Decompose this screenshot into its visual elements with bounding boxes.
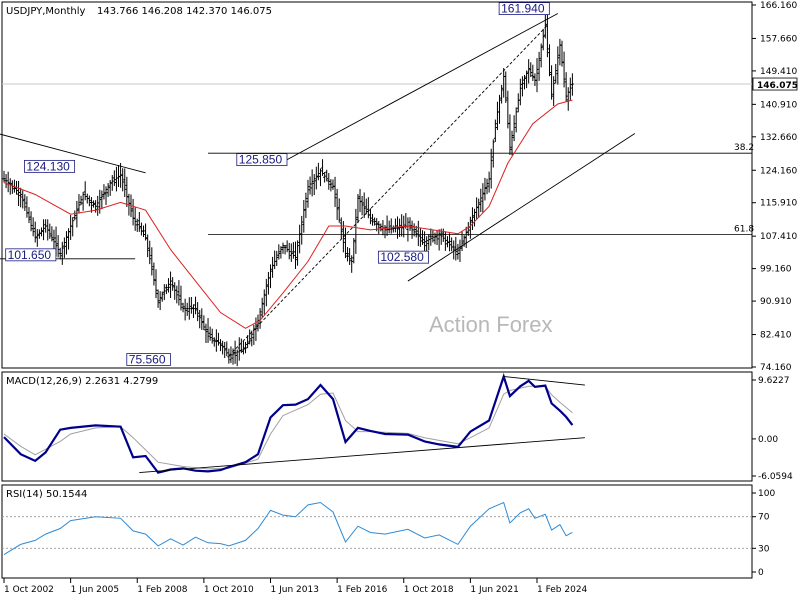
price-axis: 166.160 157.660 149.410 140.910 132.660 124.1…: [752, 1, 797, 373]
fib-level-label: 38.2: [734, 143, 754, 153]
level-label: 101.650: [8, 248, 52, 262]
rsi-tick-label: 0: [758, 568, 764, 578]
price-tick-label: 90.910: [760, 297, 792, 307]
level-label: 161.940: [501, 2, 545, 16]
trend-line: [0, 133, 146, 174]
time-tick-label: 1 Jun 2021: [470, 585, 518, 595]
rsi-tick-label: 70: [758, 513, 770, 523]
current-price-label: 146.075: [757, 81, 798, 91]
price-tick-label: 140.910: [760, 100, 797, 110]
macd-panel-frame: [1, 371, 753, 482]
rsi-tick-label: 30: [758, 544, 770, 554]
rsi-panel-frame: [1, 484, 753, 579]
rsi-line: [3, 501, 573, 556]
trend-line: [407, 133, 636, 282]
trend-line: [228, 24, 548, 357]
price-tick-label: 74.160: [760, 363, 792, 373]
price-plot-area: 146.075 38.2 61.8 161.940 124.130 125.850 101.…: [0, 2, 798, 367]
macd-signal-line: [3, 385, 573, 470]
price-tick-label: 99.160: [760, 265, 792, 275]
macd-trend-line: [503, 376, 585, 386]
level-label: 125.850: [239, 153, 283, 167]
time-tick-label: 1 Oct 2010: [204, 585, 254, 595]
time-tick-label: 1 Jun 2005: [71, 585, 119, 595]
ohlc-values: 143.766 146.208 142.370 146.075: [97, 6, 272, 17]
price-tick-label: 107.410: [760, 232, 797, 242]
time-tick-label: 1 Oct 2002: [4, 585, 54, 595]
level-box: [5, 248, 57, 262]
price-tick-label: 166.160: [760, 1, 797, 11]
price-tick-label: 149.410: [760, 67, 797, 77]
price-tick-label: 82.410: [760, 331, 792, 341]
fib-level-label: 61.8: [734, 225, 754, 235]
macd-title: MACD(12,26,9) 2.2631 4.2799: [6, 376, 158, 387]
rsi-title: RSI(14) 50.1544: [6, 489, 87, 500]
level-label: 102.580: [380, 250, 424, 264]
macd-tick-label: -6.0594: [758, 472, 793, 482]
current-price-tag: [752, 77, 798, 91]
trend-line: [282, 13, 559, 163]
watermark-text: Action Forex: [429, 312, 553, 337]
macd-tick-label: 9.6227: [758, 376, 790, 386]
time-tick-label: 1 Feb 2024: [537, 585, 588, 595]
level-box: [236, 153, 288, 167]
level-box: [126, 353, 171, 366]
level-label: 75.560: [129, 352, 166, 366]
price-chart-title: USDJPY,Monthly: [6, 6, 86, 17]
main-panel-frame: [1, 1, 753, 369]
moving-average-line: [3, 99, 573, 329]
level-box: [24, 159, 76, 173]
level-box: [498, 2, 550, 16]
time-tick-label: 1 Oct 2018: [404, 585, 454, 595]
candles: [2, 13, 574, 367]
time-tick-label: 1 Jun 2013: [271, 585, 319, 595]
rsi-plot-area: 100 70 30 0: [2, 489, 775, 578]
macd-tick-label: 0.00: [758, 435, 778, 445]
macd-plot-area: 9.6227 0.00 -6.0594: [3, 372, 793, 482]
time-tick-label: 1 Feb 2008: [137, 585, 188, 595]
price-tick-label: 115.910: [760, 199, 797, 209]
price-tick-label: 157.660: [760, 34, 797, 44]
time-axis: 1 Oct 2002 1 Jun 2005 1 Feb 2008 1 Oct 2010…: [3, 578, 588, 595]
price-tick-label: 124.160: [760, 166, 797, 176]
macd-trend-line: [139, 437, 585, 474]
macd-line: [3, 372, 574, 474]
price-tick-label: 132.660: [760, 133, 797, 143]
level-label: 124.130: [26, 159, 70, 173]
rsi-tick-label: 100: [758, 489, 775, 499]
level-box: [377, 250, 429, 264]
time-tick-label: 1 Feb 2016: [337, 585, 388, 595]
